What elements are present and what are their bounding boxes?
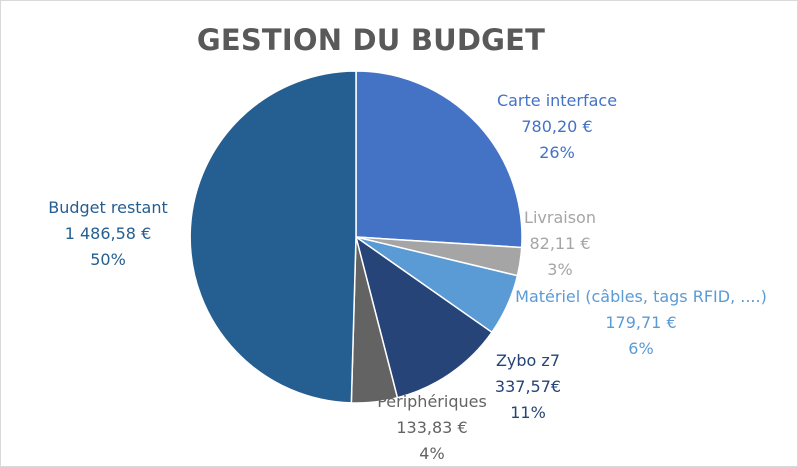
slice-label-value: 179,71 € (605, 313, 677, 332)
slice-label-budget-restant: Budget restant 1 486,58 € 50% (28, 195, 188, 273)
slice-label-name: Zybo z7 (495, 351, 561, 370)
slice-label-name: Matériel (câbles, tags RFID, ....) (515, 287, 767, 306)
slice-label-value: 1 486,58 € (64, 224, 152, 243)
slice-label-name: Budget restant (48, 198, 168, 217)
slice-label-percent: 11% (510, 403, 546, 422)
slice-label-percent: 3% (547, 260, 573, 279)
pie-slice-budget-restant (189, 70, 357, 404)
pie-slices (189, 70, 523, 404)
slice-label-carte-interface: Carte interface 780,20 € 26% (462, 88, 652, 166)
slice-label-value: 780,20 € (521, 117, 593, 136)
pie-slice-carte-interface (355, 70, 523, 249)
slice-label-value: 133,83 € (396, 418, 468, 437)
slice-label-percent: 4% (419, 444, 445, 463)
slice-label-name: Livraison (524, 208, 596, 227)
slice-label-value: 82,11 € (529, 234, 591, 253)
slice-label-value: 337,57€ (494, 377, 562, 396)
slice-label-name: Périphériques (377, 392, 487, 411)
slice-label-name: Carte interface (496, 91, 618, 110)
slice-label-percent: 50% (90, 250, 126, 269)
slice-label-percent: 26% (539, 143, 575, 162)
slice-label-zybo-z7: Zybo z7 337,57€ 11% (478, 348, 578, 426)
pie-slice-zybo-z7 (355, 236, 493, 399)
slice-label-livraison: Livraison 82,11 € 3% (510, 205, 610, 283)
slice-label-percent: 6% (628, 339, 654, 358)
chart-title: GESTION DU BUDGET (196, 23, 546, 57)
slice-label-peripheriques: Périphériques 133,83 € 4% (362, 389, 502, 467)
slice-label-materiel: Matériel (câbles, tags RFID, ....) 179,7… (505, 284, 777, 362)
